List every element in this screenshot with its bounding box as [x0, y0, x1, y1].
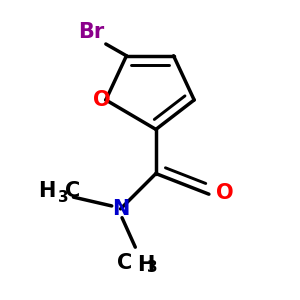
- Text: H: H: [137, 254, 154, 274]
- Text: C: C: [64, 181, 80, 201]
- Text: 3: 3: [147, 260, 158, 275]
- Text: C: C: [117, 253, 132, 273]
- Text: Br: Br: [78, 22, 104, 42]
- Text: O: O: [93, 90, 110, 110]
- Text: N: N: [112, 199, 129, 219]
- Text: O: O: [216, 183, 234, 203]
- Text: 3: 3: [58, 190, 68, 205]
- Text: H: H: [38, 181, 56, 201]
